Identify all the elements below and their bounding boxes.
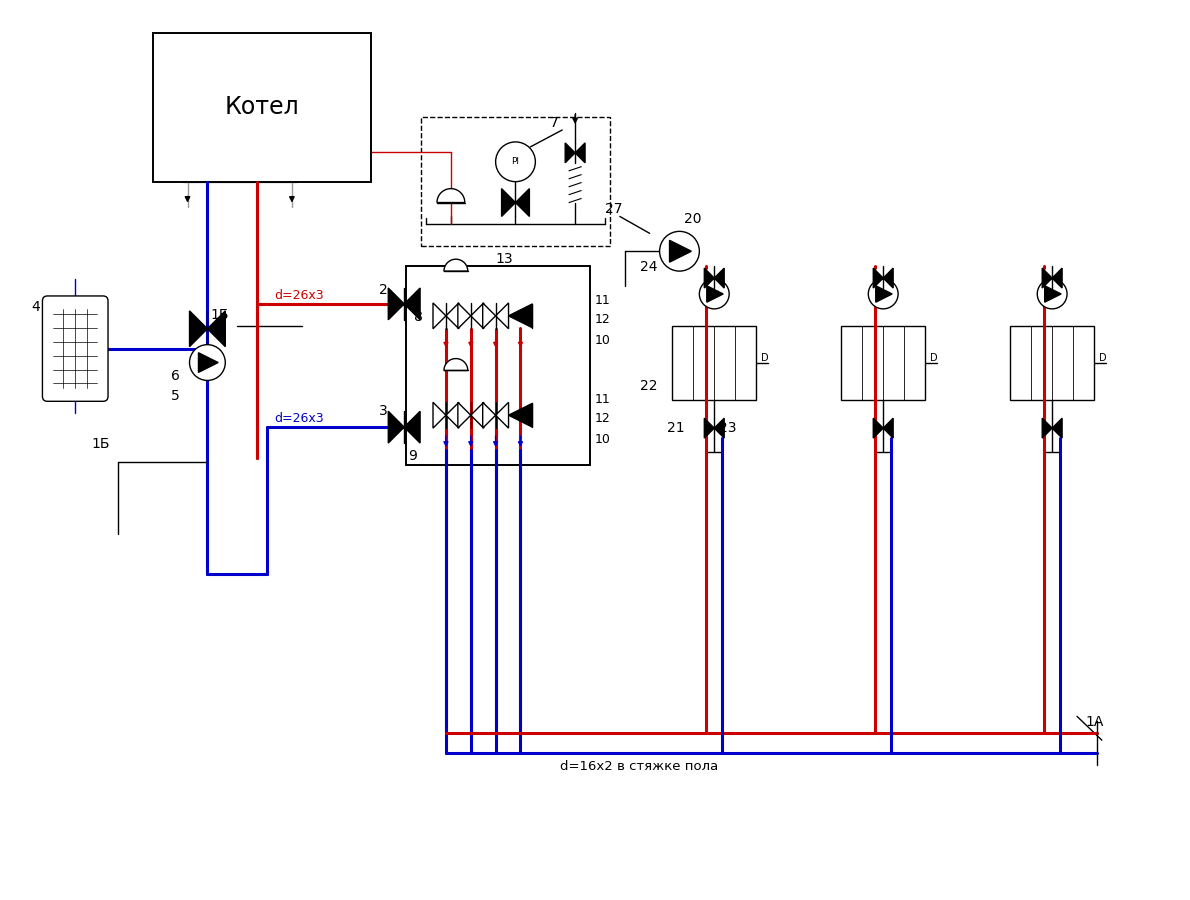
Polygon shape [388, 288, 405, 320]
Polygon shape [471, 402, 483, 428]
Text: 3: 3 [380, 404, 388, 419]
Text: 21: 21 [666, 421, 684, 435]
Polygon shape [189, 310, 207, 346]
Circle shape [659, 231, 700, 271]
Text: 13: 13 [495, 252, 513, 266]
Text: 12: 12 [595, 313, 610, 326]
Polygon shape [508, 304, 532, 328]
Polygon shape [471, 303, 483, 328]
Polygon shape [873, 268, 883, 288]
Bar [152, 32, 371, 182]
Polygon shape [446, 402, 459, 428]
Polygon shape [1042, 418, 1052, 438]
Bar [1010, 326, 1095, 400]
Text: 6: 6 [170, 369, 180, 383]
Polygon shape [714, 418, 725, 438]
FancyBboxPatch shape [43, 296, 108, 401]
Text: 11: 11 [595, 294, 610, 307]
Circle shape [495, 142, 536, 182]
Polygon shape [495, 303, 508, 328]
Text: d=26x3: d=26x3 [274, 289, 324, 302]
Text: 1А: 1А [1085, 716, 1103, 729]
Text: D: D [1100, 353, 1107, 363]
Polygon shape [444, 259, 468, 271]
Polygon shape [1042, 268, 1052, 288]
Polygon shape [704, 418, 714, 438]
Polygon shape [446, 303, 459, 328]
Bar [841, 326, 926, 400]
Bar [672, 326, 757, 400]
Polygon shape [565, 143, 575, 163]
Text: d=16x2 в стяжке пола: d=16x2 в стяжке пола [560, 760, 719, 773]
Polygon shape [458, 303, 471, 328]
Bar [406, 266, 590, 465]
Polygon shape [458, 402, 471, 428]
Polygon shape [405, 288, 420, 320]
Text: 9: 9 [408, 449, 416, 463]
Text: 5: 5 [170, 390, 180, 403]
Text: 22: 22 [640, 380, 657, 393]
Polygon shape [883, 268, 894, 288]
Polygon shape [704, 268, 714, 288]
Text: 27: 27 [605, 202, 622, 217]
Text: 8: 8 [414, 310, 422, 324]
Polygon shape [483, 402, 495, 428]
Text: 10: 10 [595, 334, 610, 346]
Polygon shape [1052, 418, 1063, 438]
Polygon shape [199, 353, 218, 373]
Text: 1Б: 1Б [92, 437, 109, 451]
Text: 23: 23 [719, 421, 737, 435]
Text: 24: 24 [640, 260, 657, 274]
Polygon shape [433, 303, 446, 328]
Polygon shape [437, 189, 465, 202]
Polygon shape [876, 286, 892, 302]
Polygon shape [670, 240, 691, 262]
Text: D: D [931, 353, 938, 363]
Polygon shape [501, 189, 515, 217]
Text: 7: 7 [550, 116, 559, 130]
Polygon shape [444, 358, 468, 371]
Circle shape [189, 345, 225, 381]
Text: Котел: Котел [225, 95, 300, 119]
Polygon shape [1045, 286, 1061, 302]
Text: PI: PI [512, 158, 520, 166]
Text: 10: 10 [595, 433, 610, 446]
Polygon shape [575, 143, 585, 163]
Polygon shape [495, 402, 508, 428]
Polygon shape [508, 403, 532, 427]
Text: d=26x3: d=26x3 [274, 412, 324, 425]
Text: 4: 4 [31, 300, 40, 314]
Polygon shape [433, 402, 446, 428]
Circle shape [1038, 279, 1067, 309]
Text: 2: 2 [380, 283, 388, 297]
Text: 20: 20 [684, 212, 702, 227]
Circle shape [700, 279, 729, 309]
Polygon shape [405, 411, 420, 443]
Polygon shape [515, 189, 530, 217]
Polygon shape [707, 286, 724, 302]
Circle shape [869, 279, 898, 309]
Polygon shape [207, 310, 225, 346]
Text: 12: 12 [595, 412, 610, 425]
Text: 1Б: 1Б [211, 308, 228, 322]
Polygon shape [883, 418, 894, 438]
Polygon shape [714, 268, 725, 288]
Text: D: D [762, 353, 769, 363]
Polygon shape [1052, 268, 1063, 288]
Polygon shape [873, 418, 883, 438]
Bar [421, 117, 610, 247]
Text: 11: 11 [595, 393, 610, 406]
Polygon shape [388, 411, 405, 443]
Polygon shape [483, 303, 495, 328]
